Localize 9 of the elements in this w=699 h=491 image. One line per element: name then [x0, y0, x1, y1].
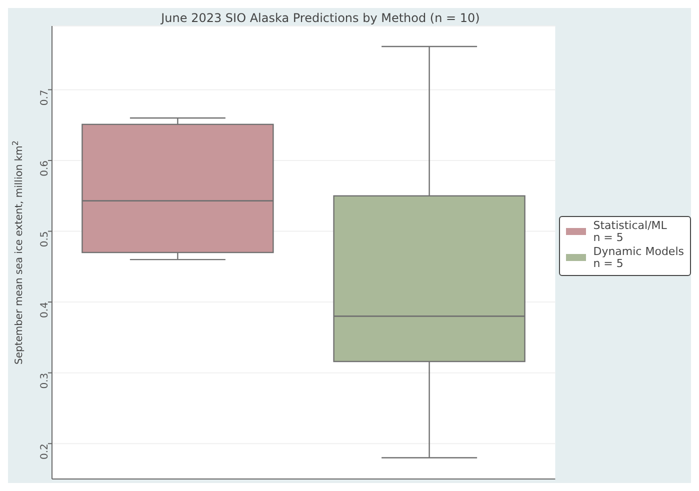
y-tick-label: 0.7: [40, 90, 51, 106]
y-tick-label: 0.6: [40, 160, 51, 176]
y-tick-label: 0.2: [40, 444, 51, 460]
legend-label: Dynamic Models n = 5: [593, 244, 684, 270]
y-tick-label: 0.5: [40, 231, 51, 248]
y-tick-label: 0.4: [40, 302, 51, 318]
legend-label: Statistical/ML n = 5: [593, 218, 667, 244]
chart-title: June 2023 SIO Alaska Predictions by Method (n = 10): [160, 11, 481, 25]
y-tick-label: 0.3: [40, 372, 51, 389]
